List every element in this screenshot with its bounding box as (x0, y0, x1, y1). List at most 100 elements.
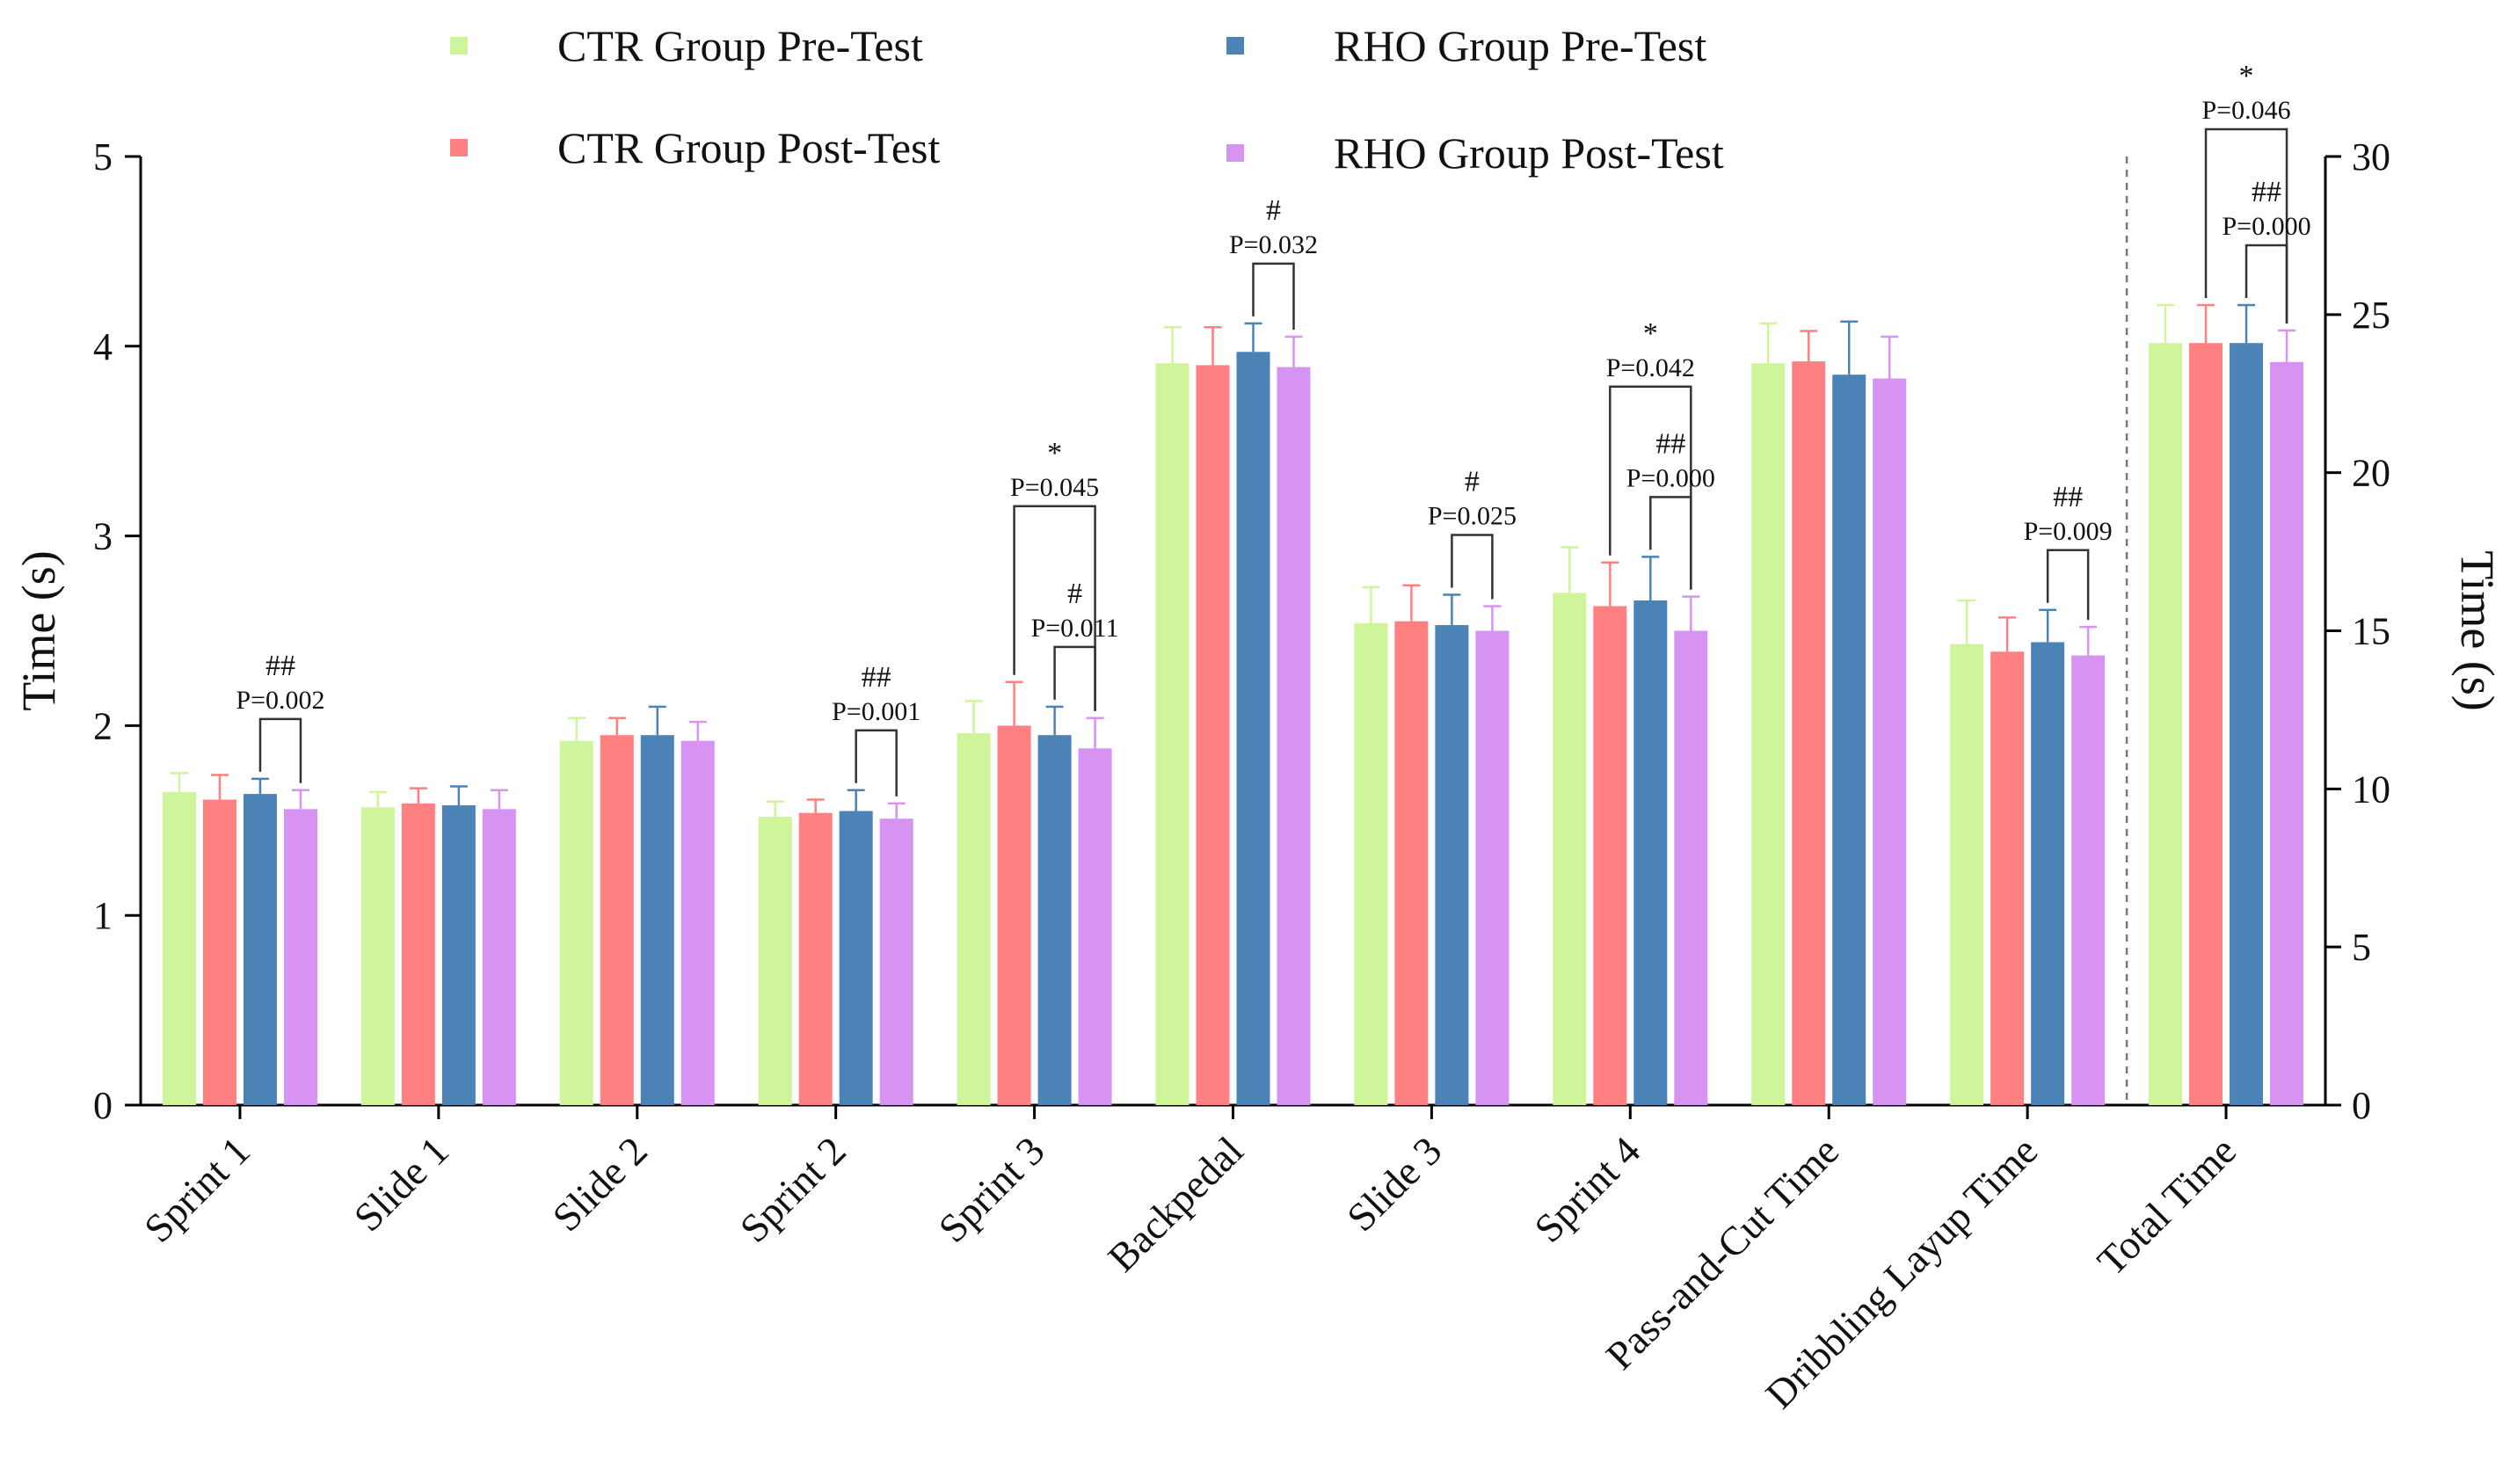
legend-label-rho-group-post-test: RHO Group Post-Test (1334, 128, 1724, 178)
legend-label-ctr-group-post-test: CTR Group Post-Test (557, 123, 941, 172)
right-tick-label: 30 (2352, 135, 2390, 178)
legend-swatch-ctr-group-post-test (450, 139, 468, 156)
legend-label-rho-group-pre-test: RHO Group Pre-Test (1334, 21, 1706, 70)
right-tick-label: 25 (2352, 294, 2390, 337)
bar-ctr-group-post-test-backpedal (1196, 365, 1230, 1105)
bar-rho-group-post-test-backpedal (1277, 367, 1311, 1106)
bar-ctr-group-post-test-dribbling-layup-time (1990, 651, 2025, 1105)
bar-rho-group-post-test-slide-1 (482, 809, 516, 1105)
significance-bracket (2046, 549, 2090, 621)
significance-bracket (855, 729, 898, 797)
y-axis-title: Time (s) (12, 550, 65, 711)
bar-rho-group-pre-test-slide-2 (640, 735, 674, 1105)
p-value-label: P=0.045 (1010, 473, 1099, 502)
bar-rho-group-post-test-sprint-1 (283, 809, 317, 1105)
right-tick-label: 5 (2352, 926, 2371, 969)
bar-ctr-group-post-test-sprint-2 (798, 812, 833, 1105)
p-value-label: P=0.042 (1606, 353, 1695, 382)
left-tick-label: 4 (93, 325, 113, 368)
right-tick-label: 15 (2352, 610, 2390, 653)
legend-swatch-ctr-group-pre-test (450, 37, 468, 55)
significance-mark: * (2239, 60, 2254, 92)
bar-rho-group-pre-test-slide-1 (441, 805, 476, 1105)
legend: CTR Group Pre-Test RHO Group Pre-Test CTR … (450, 21, 1724, 178)
bar-rho-group-post-test-slide-2 (680, 740, 715, 1105)
significance-mark: ## (266, 650, 295, 682)
p-value-label: P=0.046 (2201, 96, 2290, 125)
bar-ctr-group-pre-test-backpedal (1155, 363, 1190, 1105)
bar-ctr-group-pre-test-sprint-4 (1553, 593, 1587, 1105)
bar-rho-group-post-test-sprint-2 (879, 818, 913, 1105)
significance-mark: # (1465, 465, 1480, 498)
significance-bracket (1053, 645, 1096, 711)
bar-ctr-group-post-test-slide-2 (600, 735, 634, 1105)
x-tick-label-sprint-2: Sprint 2 (731, 1128, 855, 1251)
bar-ctr-group-pre-test-pass-and-cut-time (1751, 363, 1786, 1105)
x-tick-label-sprint-1: Sprint 1 (135, 1128, 258, 1251)
left-tick-label: 0 (93, 1084, 113, 1127)
error-bars-group (170, 303, 2296, 819)
significance-mark: # (1067, 578, 1082, 610)
significance-bracket (2204, 127, 2288, 324)
bar-rho-group-pre-test-backpedal (1236, 352, 1270, 1105)
y-axis-title-right: Time (s) (2451, 550, 2504, 711)
bar-rho-group-pre-test-pass-and-cut-time (1832, 375, 1866, 1105)
p-value-label: P=0.002 (236, 686, 324, 715)
significance-mark: ## (2053, 481, 2083, 513)
left-tick-label: 5 (93, 135, 113, 178)
significance-bracket (1609, 385, 1692, 590)
bar-ctr-group-pre-test-sprint-1 (162, 791, 196, 1105)
x-tick-label-total-time: Total Time (2089, 1128, 2244, 1284)
significance-mark: ## (862, 661, 891, 694)
bar-rho-group-pre-test-total-time (2230, 343, 2264, 1105)
left-tick-label: 3 (93, 515, 113, 558)
bar-ctr-group-pre-test-slide-2 (559, 740, 593, 1105)
right-tick-label: 20 (2352, 452, 2390, 495)
significance-bracket (1451, 534, 1494, 600)
bar-ctr-group-post-test-sprint-1 (202, 799, 236, 1105)
p-value-label: P=0.000 (1626, 463, 1715, 492)
legend-swatch-rho-group-pre-test (1226, 37, 1244, 55)
bar-rho-group-post-test-dribbling-layup-time (2071, 655, 2106, 1105)
x-tick-label-slide-2: Slide 2 (544, 1128, 656, 1240)
bar-rho-group-post-test-total-time (2270, 361, 2304, 1105)
bar-ctr-group-post-test-total-time (2189, 343, 2223, 1105)
bar-rho-group-pre-test-dribbling-layup-time (2031, 642, 2065, 1105)
bar-ctr-group-post-test-pass-and-cut-time (1792, 361, 1826, 1106)
significance-group: P=0.002 ## P=0.001 ## P=0.045 * P=0.011 # P=0.03… (236, 60, 2311, 797)
bar-ctr-group-pre-test-sprint-2 (758, 816, 792, 1105)
p-value-label: P=0.001 (832, 697, 920, 726)
bar-rho-group-post-test-slide-3 (1475, 630, 1510, 1105)
bar-rho-group-pre-test-sprint-4 (1633, 600, 1668, 1105)
bars-group (162, 343, 2304, 1106)
p-value-label: P=0.025 (1428, 501, 1517, 530)
significance-mark: * (1643, 317, 1658, 350)
right-tick-label: 10 (2352, 767, 2390, 811)
p-value-label: P=0.011 (1031, 614, 1119, 643)
left-tick-label: 1 (93, 894, 113, 937)
bar-ctr-group-post-test-slide-1 (401, 803, 435, 1105)
bar-rho-group-pre-test-slide-3 (1435, 625, 1469, 1105)
bar-ctr-group-post-test-sprint-3 (997, 725, 1031, 1105)
significance-bracket (1013, 505, 1096, 711)
bar-rho-group-pre-test-sprint-1 (243, 794, 277, 1105)
significance-mark: ## (2252, 176, 2281, 208)
bar-ctr-group-pre-test-slide-1 (360, 807, 395, 1105)
p-value-label: P=0.009 (2024, 517, 2113, 546)
bar-ctr-group-post-test-slide-3 (1394, 621, 1429, 1105)
bar-rho-group-post-test-sprint-4 (1674, 630, 1708, 1105)
x-tick-label-sprint-4: Sprint 4 (1525, 1128, 1648, 1251)
bar-rho-group-post-test-pass-and-cut-time (1873, 378, 1907, 1106)
x-tick-label-slide-3: Slide 3 (1338, 1128, 1450, 1240)
bar-rho-group-pre-test-sprint-3 (1037, 735, 1072, 1105)
legend-swatch-rho-group-post-test (1226, 144, 1244, 162)
p-value-label: P=0.032 (1229, 230, 1318, 259)
bar-ctr-group-pre-test-total-time (2149, 343, 2183, 1105)
right-tick-label: 0 (2352, 1084, 2371, 1127)
significance-mark: ## (1655, 427, 1685, 460)
bar-ctr-group-pre-test-dribbling-layup-time (1950, 644, 1984, 1105)
significance-bracket (1649, 496, 1692, 590)
bar-rho-group-post-test-sprint-3 (1078, 748, 1112, 1105)
significance-bracket (1252, 262, 1295, 331)
